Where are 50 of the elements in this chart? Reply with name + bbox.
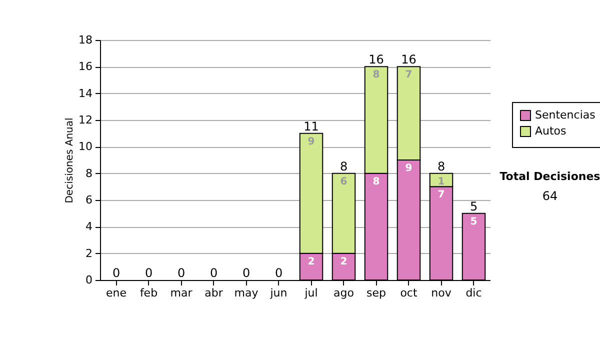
legend-label: Autos (535, 124, 567, 138)
data-label: 2 (340, 256, 348, 268)
data-label: 8 (372, 70, 380, 81)
data-label: 2 (308, 256, 315, 268)
total-label: 0 (210, 266, 218, 280)
data-label: 7 (405, 70, 412, 81)
x-tick-label: sep (366, 286, 386, 300)
x-tick-label: nov (431, 286, 452, 300)
total-label: 5 (470, 199, 478, 214)
data-label: 6 (340, 176, 348, 188)
y-tick-label: 4 (86, 220, 92, 234)
x-tick-label: mar (170, 286, 193, 300)
total-label: 0 (177, 266, 186, 280)
y-tick-label: 16 (78, 60, 92, 74)
text: 64 (541, 189, 559, 203)
data-label: 7 (438, 190, 445, 201)
x-tick-label: feb (140, 286, 158, 300)
x-tick-label: ago (334, 286, 354, 300)
y-axis-title: Decisiones Anual (64, 118, 76, 204)
total-label: 16 (368, 52, 384, 67)
total-label: 8 (437, 159, 446, 174)
y-tick-label: 18 (78, 34, 92, 46)
data-label: 9 (405, 163, 412, 174)
text: Total Decisiones (498, 170, 600, 183)
total-label: 0 (144, 266, 153, 280)
y-tick-label: 6 (86, 194, 92, 206)
x-tick-label: jul (304, 286, 318, 300)
x-tick-label: jun (269, 286, 288, 300)
y-tick-label: 0 (86, 274, 92, 286)
x-tick-label: ene (106, 286, 127, 300)
total-label: 16 (401, 52, 416, 67)
total-label: 8 (340, 159, 348, 174)
x-tick-label: dic (466, 286, 482, 300)
y-tick-label: 14 (78, 86, 92, 100)
data-label: 9 (308, 136, 315, 148)
y-tick-label: 2 (86, 246, 92, 260)
y-tick-label: 10 (78, 140, 92, 154)
total-label: 0 (274, 266, 283, 280)
x-tick-label: oct (400, 286, 418, 300)
y-tick-label: 8 (86, 166, 92, 180)
x-tick-label: abr (204, 286, 224, 300)
data-label: 8 (372, 176, 380, 188)
data-label: 1 (438, 176, 445, 188)
total-label: 0 (242, 266, 250, 280)
y-tick-label: 12 (78, 114, 92, 126)
total-label: 11 (304, 119, 319, 134)
legend-label: Sentencias (535, 108, 596, 122)
total-label: 0 (112, 266, 120, 280)
x-tick-label: may (234, 286, 259, 300)
data-label: 5 (470, 216, 478, 228)
